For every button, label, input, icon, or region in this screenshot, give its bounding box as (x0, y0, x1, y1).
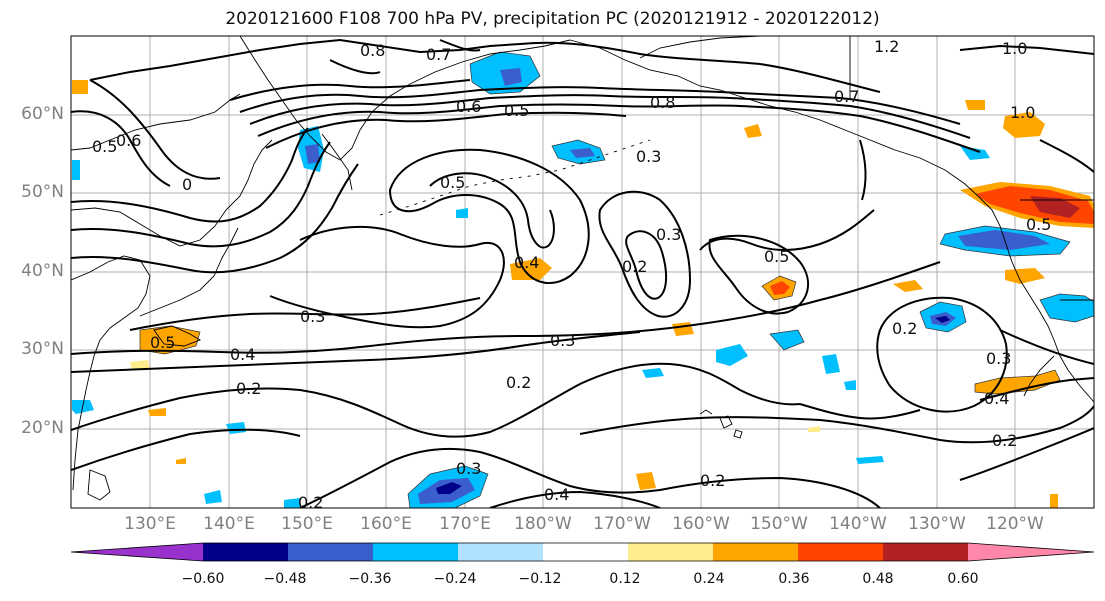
contour-label: 0.6 (456, 97, 481, 116)
colorbar-outline (70, 542, 1095, 562)
lon-tick-label: 140°E (203, 514, 255, 534)
lat-tick-label: 30°N (21, 339, 64, 359)
contour-label: 0.2 (892, 319, 917, 338)
contour-label: 0.6 (116, 131, 141, 150)
colorbar-tick-label: −0.12 (518, 571, 562, 587)
contour-label: 0.3 (300, 307, 325, 326)
lon-tick-label: 170°W (593, 514, 651, 534)
plot-area: 0.8 0.7 1.2 1.0 0.6 0.5 0.8 0.7 1.0 0.5 … (71, 36, 1094, 512)
lon-tick-label: 150°W (750, 514, 808, 534)
pv-contours (71, 38, 1094, 508)
contour-label: 0.5 (440, 173, 465, 192)
contour-label: 1.2 (874, 37, 899, 56)
contour-label: 0.2 (506, 373, 531, 392)
contour-label: 0.4 (230, 345, 255, 364)
contour-label: 1.0 (1010, 103, 1035, 122)
contour-label: 0.3 (656, 225, 681, 244)
colorbar-tick-label: 0.48 (862, 571, 894, 587)
colorbar-tick-label: −0.24 (433, 571, 477, 587)
contour-label: 0.5 (92, 137, 117, 156)
lon-tick-label: 130°E (124, 514, 176, 534)
contour-label: 0.4 (514, 253, 539, 272)
precip-shading (72, 51, 1094, 508)
contour-label: 1.0 (1002, 39, 1027, 58)
colorbar-tick-label: −0.60 (181, 571, 225, 587)
contour-label: 0.3 (986, 349, 1011, 368)
contour-label: 0.5 (764, 247, 789, 266)
contour-label: 0.7 (426, 45, 451, 64)
colorbar-segment (798, 543, 883, 561)
colorbar-segment (713, 543, 798, 561)
contour-label: 0.4 (544, 485, 569, 504)
colorbar-segment (883, 543, 968, 561)
pv-contour-labels: 0.8 0.7 1.2 1.0 0.6 0.5 0.8 0.7 1.0 0.5 … (92, 37, 1051, 512)
lon-tick-label: 140°W (829, 514, 887, 534)
coastlines (71, 36, 1094, 501)
colorbar-segment (203, 543, 288, 561)
colorbar-extend-high (968, 543, 1094, 561)
colorbar (70, 542, 1095, 562)
contour-label: 0 (182, 175, 192, 194)
contour-label: 0.2 (622, 257, 647, 276)
contour-label: 0.3 (636, 147, 661, 166)
colorbar-segment (288, 543, 373, 561)
plot-frame (70, 35, 1095, 509)
lon-tick-label: 170°E (439, 514, 491, 534)
contour-label: 0.2 (236, 379, 261, 398)
lon-tick-label: 150°E (281, 514, 333, 534)
lat-tick-label: 40°N (21, 261, 64, 281)
colorbar-tick-label: 0.60 (947, 571, 979, 587)
contour-label: 0.5 (1026, 215, 1051, 234)
contour-label: 0.2 (700, 471, 725, 490)
lon-tick-label: 160°E (360, 514, 412, 534)
colorbar-tick-label: 0.24 (693, 571, 725, 587)
lat-tick-label: 50°N (21, 182, 64, 202)
lon-tick-label: 130°W (908, 514, 966, 534)
colorbar-segment (543, 543, 628, 561)
colorbar-tick-label: 0.12 (609, 571, 641, 587)
contour-label: 0.8 (360, 41, 385, 60)
colorbar-tick-label: −0.36 (348, 571, 392, 587)
lon-tick-label: 120°W (986, 514, 1044, 534)
colorbar-segment (628, 543, 713, 561)
colorbar-extend-low (71, 543, 203, 561)
contour-label: 0.8 (650, 93, 675, 112)
contour-label: 0.5 (504, 101, 529, 120)
lon-tick-label: 180°W (514, 514, 572, 534)
lon-tick-label: 160°W (672, 514, 730, 534)
contour-label: 0.3 (550, 331, 575, 350)
colorbar-tick-label: −0.48 (263, 571, 307, 587)
colorbar-tick-label: 0.36 (778, 571, 810, 587)
contour-label: 0.7 (834, 87, 859, 106)
map-title: 2020121600 F108 700 hPa PV, precipitatio… (225, 9, 880, 29)
colorbar-segment (373, 543, 458, 561)
contour-label: 0.4 (984, 389, 1009, 408)
colorbar-segment (458, 543, 543, 561)
contour-label: 0.2 (992, 431, 1017, 450)
lat-tick-label: 20°N (21, 418, 64, 438)
contour-label: 0.5 (150, 333, 175, 352)
contour-label: 0.2 (298, 493, 323, 512)
contour-label: 0.3 (456, 459, 481, 478)
lat-tick-label: 60°N (21, 104, 64, 124)
